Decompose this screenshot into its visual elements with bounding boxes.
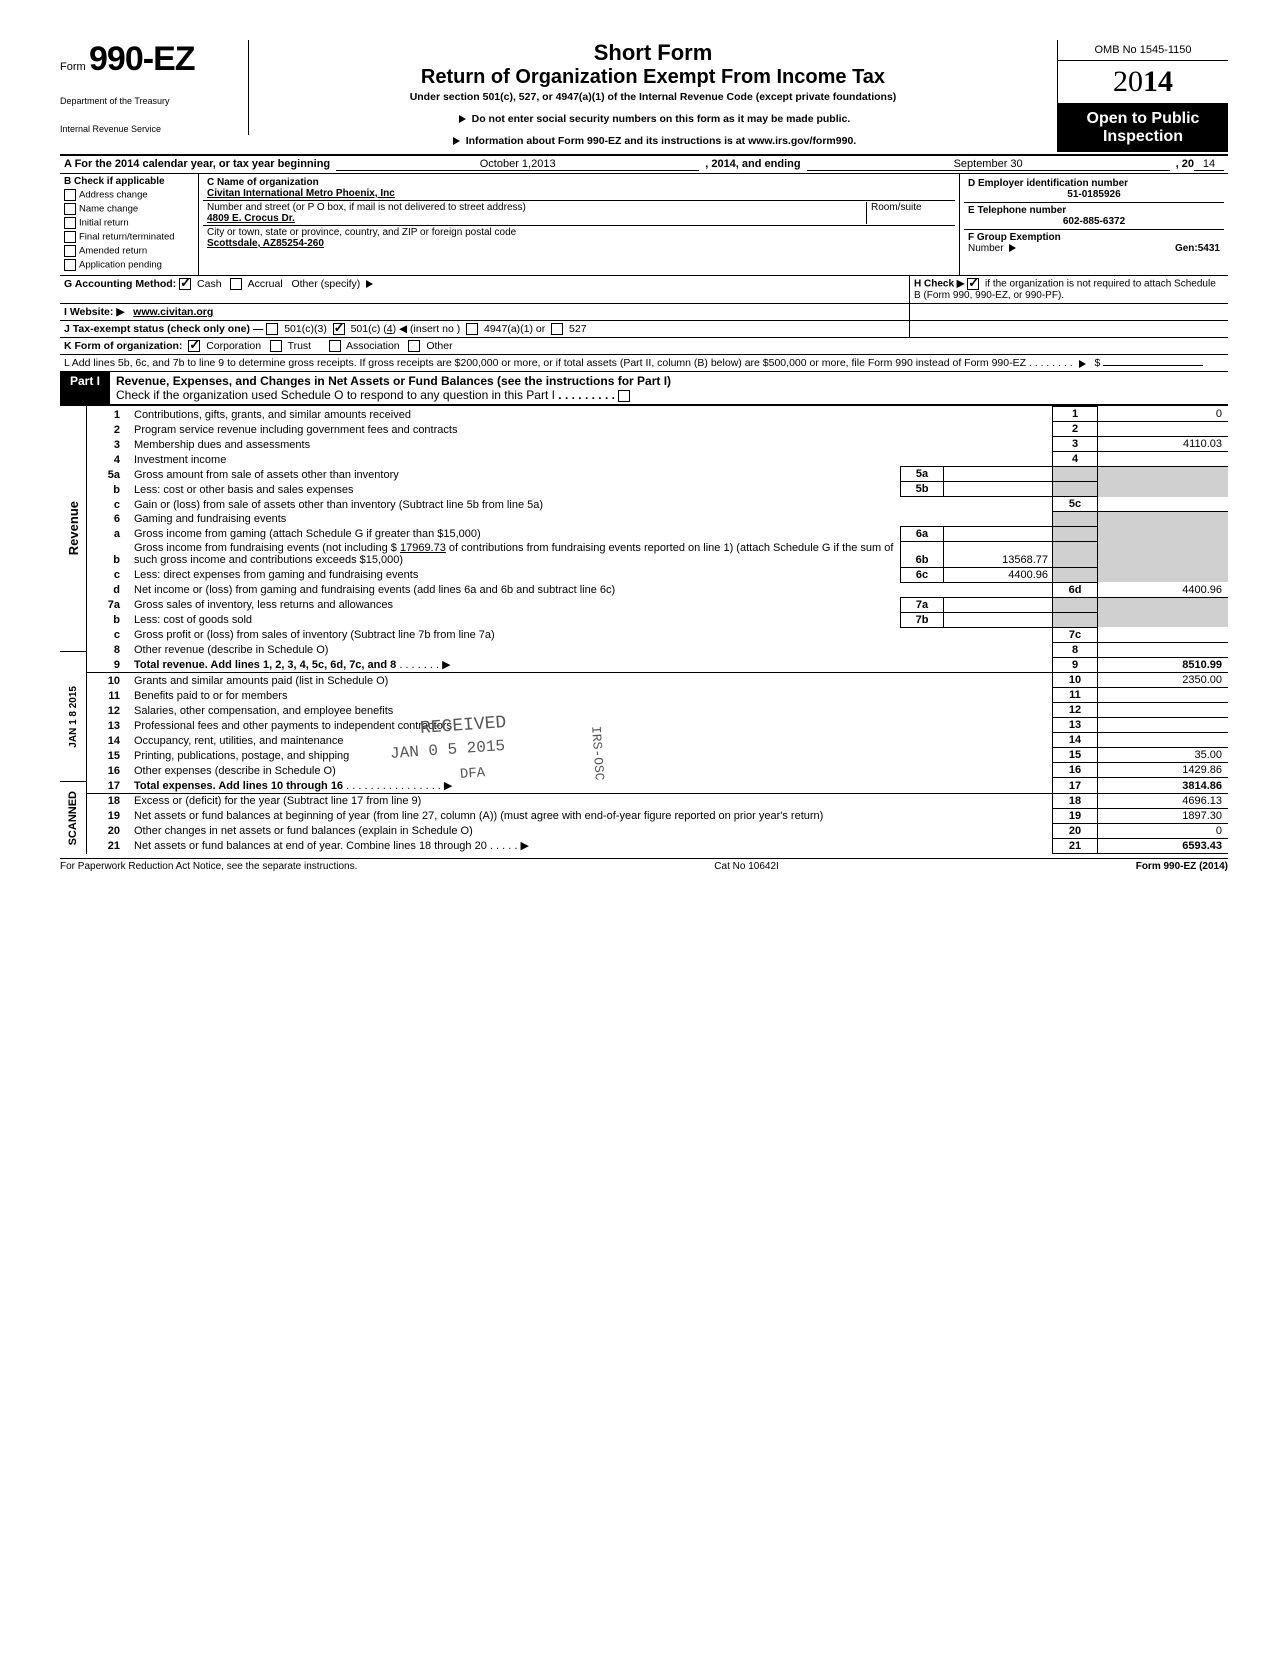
omb-number: OMB No 1545-1150 (1058, 40, 1228, 61)
chk-cash[interactable] (179, 278, 191, 290)
form-header: Form 990-EZ Department of the Treasury I… (60, 40, 1228, 152)
chk-accrual[interactable] (230, 278, 242, 290)
section-b: B Check if applicable Address change Nam… (60, 174, 199, 275)
section-right: D Employer identification number51-01859… (960, 174, 1228, 275)
ein: 51-0185926 (968, 189, 1220, 200)
open-to-public: Open to Public Inspection (1058, 103, 1228, 152)
org-city: Scottsdale, AZ85254-260 (207, 238, 324, 249)
title-under: Under section 501(c), 527, or 4947(a)(1)… (261, 91, 1045, 103)
chk-527[interactable] (551, 323, 563, 335)
chk-other-org[interactable] (408, 340, 420, 352)
amt-6b: 13568.77 (944, 541, 1053, 567)
chk-trust[interactable] (270, 340, 282, 352)
line-h: H Check ▶ if the organization is not req… (909, 276, 1228, 303)
chk-name-change[interactable] (64, 203, 76, 215)
chk-4947[interactable] (466, 323, 478, 335)
line-g: G Accounting Method: Cash Accrual Other … (60, 276, 909, 303)
amt-4 (1098, 452, 1229, 467)
amt-6b-contrib: 17969.73 (400, 542, 446, 554)
amt-1: 0 (1098, 407, 1229, 422)
side-revenue: Revenue (64, 501, 83, 555)
amt-14 (1098, 733, 1229, 748)
footer-cat: Cat No 10642I (714, 861, 779, 872)
part-i-header: Part I Revenue, Expenses, and Changes in… (60, 371, 1228, 405)
arrow-icon (1009, 244, 1016, 252)
org-street: 4809 E. Crocus Dr. (207, 213, 295, 224)
chk-initial-return[interactable] (64, 217, 76, 229)
amt-20: 0 (1098, 823, 1229, 838)
title-return: Return of Organization Exempt From Incom… (261, 66, 1045, 89)
chk-app-pending[interactable] (64, 259, 76, 271)
page-footer: For Paperwork Reduction Act Notice, see … (60, 858, 1228, 872)
chk-501c3[interactable] (266, 323, 278, 335)
side-jan: JAN 1 8 2015 (66, 686, 81, 748)
footer-left: For Paperwork Reduction Act Notice, see … (60, 861, 357, 872)
amt-17: 3814.86 (1098, 778, 1229, 794)
tax-year-begin: October 1,2013 (336, 158, 699, 171)
line-i: I Website: ▶ www.civitan.org (60, 304, 909, 320)
title-short-form: Short Form (261, 40, 1045, 66)
amt-2 (1098, 422, 1229, 437)
amt-6d: 4400.96 (1098, 582, 1229, 597)
group-exemption: Gen:5431 (1175, 243, 1220, 254)
part-i-table: 1Contributions, gifts, grants, and simil… (86, 406, 1228, 854)
form-prefix: Form (60, 61, 86, 73)
amt-11 (1098, 688, 1229, 703)
dept-irs: Internal Revenue Service (60, 125, 240, 135)
website: www.civitan.org (133, 306, 213, 318)
line-a: A For the 2014 calendar year, or tax yea… (60, 156, 1228, 173)
amt-16: 1429.86 (1098, 763, 1229, 778)
line-k: K Form of organization: Corporation Trus… (60, 338, 1228, 354)
dept-treasury: Department of the Treasury (60, 97, 240, 107)
amt-3: 4110.03 (1098, 437, 1229, 452)
section-c: C Name of organizationCivitan Internatio… (199, 174, 960, 275)
side-scanned: SCANNED (65, 791, 81, 845)
tax-year-end: 14 (1194, 158, 1224, 171)
line-l: L Add lines 5b, 6c, and 7b to line 9 to … (60, 355, 1228, 371)
amt-5c (1098, 497, 1229, 512)
amt-10: 2350.00 (1098, 673, 1229, 688)
org-name: Civitan International Metro Phoenix, Inc (207, 188, 395, 199)
phone: 602-885-6372 (968, 216, 1220, 227)
chk-corp[interactable] (188, 340, 200, 352)
warn-info: Information about Form 990-EZ and its in… (466, 135, 857, 147)
amt-6c: 4400.96 (944, 567, 1053, 582)
amt-18: 4696.13 (1098, 793, 1229, 808)
line-j: J Tax-exempt status (check only one) — 5… (60, 321, 909, 337)
chk-amended[interactable] (64, 245, 76, 257)
arrow-icon (366, 280, 373, 288)
chk-schedule-b[interactable] (967, 278, 979, 290)
chk-schedule-o-parti[interactable] (618, 390, 630, 402)
amt-21: 6593.43 (1098, 838, 1229, 853)
amt-9: 8510.99 (1098, 657, 1229, 673)
amt-8 (1098, 642, 1229, 657)
chk-final-return[interactable] (64, 231, 76, 243)
tax-year: 2014 (1058, 61, 1228, 103)
chk-assoc[interactable] (329, 340, 341, 352)
amt-7c (1098, 627, 1229, 642)
chk-501c[interactable] (333, 323, 345, 335)
amt-13 (1098, 718, 1229, 733)
tax-year-end-month: September 30 (807, 158, 1170, 171)
form-number: 990-EZ (89, 40, 195, 78)
amt-19: 1897.30 (1098, 808, 1229, 823)
amt-15: 35.00 (1098, 748, 1229, 763)
warn-ssn: Do not enter social security numbers on … (472, 113, 851, 125)
chk-address-change[interactable] (64, 189, 76, 201)
arrow-icon (1079, 360, 1086, 368)
amt-12 (1098, 703, 1229, 718)
arrow-icon (453, 137, 460, 145)
footer-form: Form 990-EZ (2014) (1136, 861, 1228, 872)
arrow-icon (459, 115, 466, 123)
